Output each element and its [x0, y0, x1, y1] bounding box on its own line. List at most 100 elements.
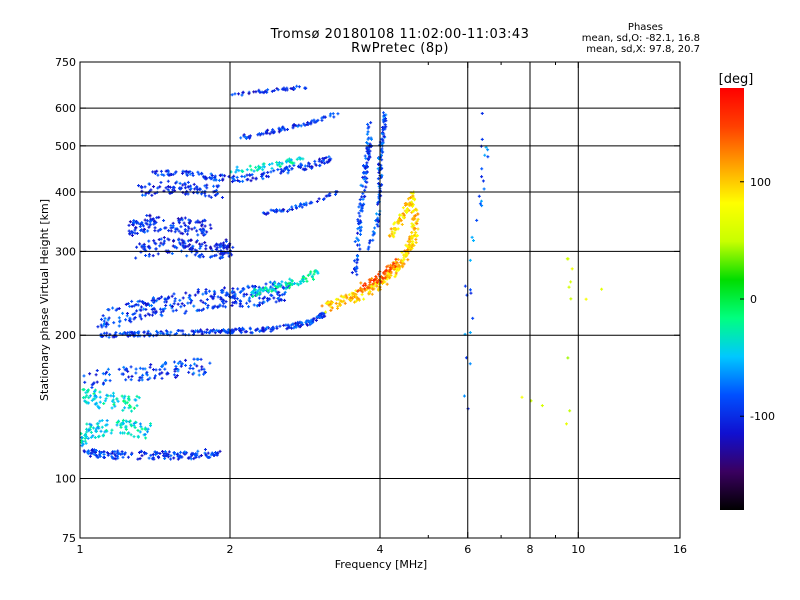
echo-point: [115, 421, 119, 425]
echo-point: [302, 279, 306, 283]
echo-point: [87, 429, 91, 433]
echo-point: [318, 163, 322, 167]
echo-point: [187, 218, 191, 222]
echo-point: [158, 244, 162, 248]
echo-point: [288, 160, 292, 164]
echo-point: [202, 229, 206, 233]
echo-point: [179, 450, 183, 454]
echo-point: [149, 453, 153, 457]
echo-point: [176, 302, 180, 306]
echo-point: [189, 457, 193, 461]
echo-point: [223, 251, 227, 255]
echo-point: [218, 303, 222, 307]
echo-point: [145, 222, 149, 226]
echo-point: [390, 230, 394, 234]
echo-point: [213, 331, 217, 335]
echo-point: [86, 452, 90, 456]
echo-point: [238, 290, 242, 294]
echo-point: [345, 295, 349, 299]
echo-point: [175, 332, 179, 336]
echo-point: [156, 297, 160, 301]
echo-point: [140, 244, 144, 248]
echo-point: [247, 305, 251, 309]
echo-point: [178, 454, 182, 458]
echo-point: [130, 374, 134, 378]
echo-point: [90, 451, 94, 455]
echo-point: [130, 299, 134, 303]
echo-point: [188, 366, 192, 370]
y-axis-label: Stationary phase Virtual Height [km]: [38, 199, 51, 401]
echo-point: [366, 151, 370, 155]
echo-point: [263, 211, 267, 215]
echo-point: [414, 214, 418, 218]
echo-point: [203, 184, 207, 188]
echo-point: [332, 115, 336, 119]
echo-point: [414, 231, 418, 235]
echo-point: [88, 394, 92, 398]
echo-point: [276, 88, 280, 92]
echo-point: [140, 228, 144, 232]
echo-point: [376, 224, 380, 228]
echo-point: [83, 439, 87, 443]
y-tick-label: 200: [55, 329, 76, 342]
echo-point: [98, 419, 102, 423]
echo-point: [152, 306, 156, 310]
echo-point: [380, 281, 384, 285]
echo-point: [284, 287, 288, 291]
echo-point: [339, 294, 343, 298]
echo-point: [214, 178, 218, 182]
echo-point: [324, 310, 328, 314]
y-tick-label: 75: [62, 532, 76, 545]
echo-point: [315, 119, 319, 123]
echo-point: [173, 230, 177, 234]
echo-point: [480, 137, 484, 141]
echo-point: [310, 119, 314, 123]
echo-point: [223, 244, 227, 248]
echo-point: [196, 290, 200, 294]
echo-point: [224, 238, 228, 242]
echo-point: [117, 316, 121, 320]
echo-point: [88, 454, 92, 458]
y-tick-label: 400: [55, 186, 76, 199]
echo-point: [100, 418, 104, 422]
echo-point: [356, 258, 360, 262]
echo-point: [256, 133, 260, 137]
echo-point: [385, 277, 389, 281]
echo-point: [128, 220, 132, 224]
echo-point: [307, 319, 311, 323]
echo-point: [212, 184, 216, 188]
colorbar-ticks: 100 0 -100: [740, 176, 775, 423]
echo-point: [189, 238, 193, 242]
echo-point: [92, 452, 96, 456]
echo-point: [168, 303, 172, 307]
echo-point: [274, 285, 278, 289]
echo-point: [214, 188, 218, 192]
echo-point: [154, 309, 158, 313]
echo-point: [208, 255, 212, 259]
echo-point: [101, 434, 105, 438]
echo-point: [134, 398, 138, 402]
echo-point: [299, 203, 303, 207]
echo-point: [231, 329, 235, 333]
echo-point: [143, 314, 147, 318]
echo-point: [138, 430, 142, 434]
echo-point: [252, 169, 256, 173]
echo-point: [140, 378, 144, 382]
echo-point: [154, 247, 158, 251]
echo-point: [165, 331, 169, 335]
echo-point: [238, 180, 242, 184]
echo-point: [305, 279, 309, 283]
echo-point: [371, 233, 375, 237]
echo-point: [327, 155, 331, 159]
echo-point: [365, 149, 369, 153]
echo-point: [252, 289, 256, 293]
echo-point: [278, 284, 282, 288]
echo-point: [126, 369, 130, 373]
echo-point: [156, 186, 160, 190]
echo-point: [132, 406, 136, 410]
echo-point: [272, 296, 276, 300]
echo-point: [175, 453, 179, 457]
echo-point: [408, 240, 412, 244]
echo-point: [83, 395, 87, 399]
echo-point: [462, 394, 466, 398]
